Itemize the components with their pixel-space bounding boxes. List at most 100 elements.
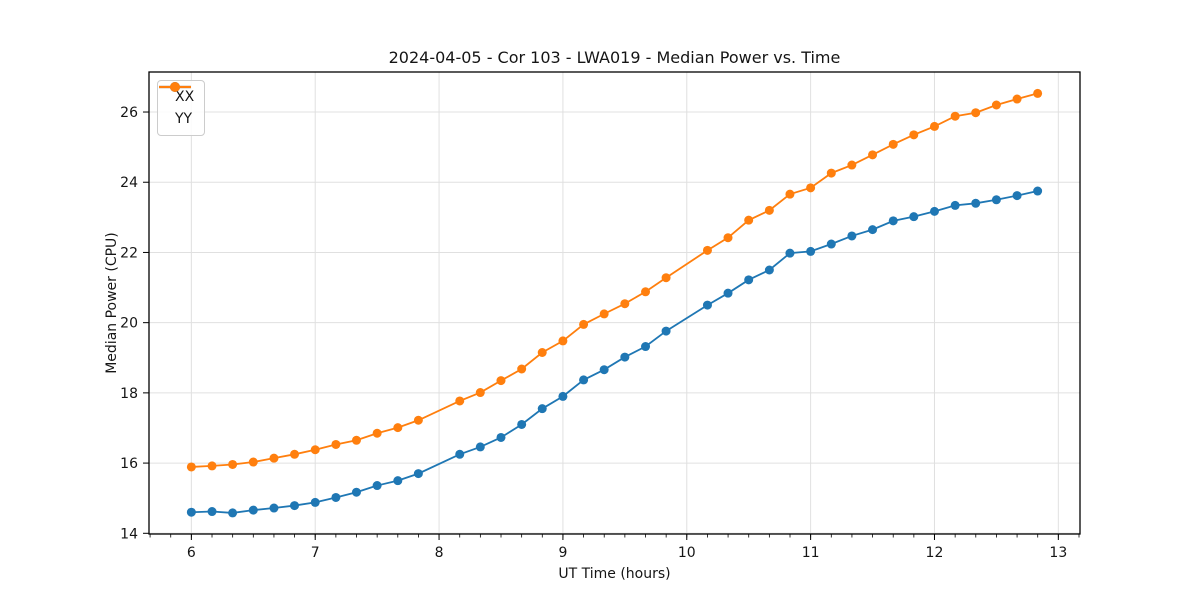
- series-yy-point: [723, 233, 733, 243]
- series-xx-point: [991, 195, 1001, 205]
- series-xx-point: [847, 231, 857, 241]
- series-yy-point: [764, 205, 774, 215]
- series-xx-point: [558, 391, 568, 401]
- series-xx-point: [702, 300, 712, 310]
- series-xx-point: [971, 198, 981, 208]
- series-yy-point: [847, 160, 857, 170]
- series-yy-point: [207, 461, 217, 471]
- series-yy-point: [929, 121, 939, 131]
- x-axis-label: UT Time (hours): [558, 566, 671, 582]
- x-tick-label: 11: [802, 545, 820, 561]
- series-xx-point: [641, 342, 651, 352]
- series-yy-point: [888, 139, 898, 149]
- x-tick-label: 12: [926, 545, 944, 561]
- series-xx-point: [537, 404, 547, 414]
- series-yy-point: [991, 100, 1001, 110]
- y-tick-label: 26: [120, 105, 138, 121]
- series-yy-point: [351, 435, 361, 445]
- series-yy-point: [455, 396, 465, 406]
- series-xx-point: [579, 375, 589, 385]
- series-xx-point: [950, 200, 960, 210]
- series-yy-point: [909, 130, 919, 140]
- series-yy-point: [248, 457, 258, 467]
- series-yy-line: [191, 92, 1038, 468]
- series-xx-point: [393, 476, 403, 486]
- series-xx-point: [661, 326, 671, 336]
- y-tick-label: 22: [120, 245, 138, 261]
- series-yy-point: [1033, 88, 1043, 98]
- series-yy-point: [393, 423, 403, 433]
- series-xx-line: [191, 190, 1038, 514]
- x-tick-label: 7: [311, 545, 320, 561]
- legend-item-yy: YY: [159, 82, 194, 130]
- series-xx-point: [929, 206, 939, 216]
- series-xx-point: [248, 505, 258, 515]
- series-yy-point: [310, 445, 320, 455]
- legend-line-marker-yy-icon: [159, 82, 191, 92]
- series-yy-point: [702, 245, 712, 255]
- series-yy-point: [475, 388, 485, 398]
- series-yy-point: [558, 336, 568, 346]
- y-tick-label: 24: [120, 175, 138, 191]
- series-yy-point: [785, 189, 795, 199]
- series-yy-point: [331, 439, 341, 449]
- y-tick-label: 14: [120, 526, 138, 542]
- series-xx-point: [909, 212, 919, 222]
- series-xx-point: [413, 469, 423, 479]
- x-tick-label: 8: [435, 545, 444, 561]
- series-yy-point: [413, 415, 423, 425]
- series-xx-point: [372, 481, 382, 491]
- series-yy-point: [641, 287, 651, 297]
- series-yy: [186, 88, 1043, 472]
- series-xx-point: [351, 487, 361, 497]
- series-xx-point: [207, 507, 217, 517]
- series-xx-point: [496, 432, 506, 442]
- series-xx-point: [826, 239, 836, 249]
- series-yy-point: [537, 348, 547, 357]
- series-xx-point: [1012, 191, 1022, 201]
- series-yy-point: [620, 299, 630, 309]
- series-yy-point: [579, 319, 589, 329]
- series-xx-point: [806, 246, 816, 256]
- chart-title: 2024-04-05 - Cor 103 - LWA019 - Median P…: [388, 48, 841, 67]
- series-xx-point: [331, 492, 341, 502]
- x-tick-label: 9: [558, 545, 567, 561]
- x-tick-label: 10: [678, 545, 696, 561]
- legend-label-xx: XX: [175, 89, 195, 105]
- series-yy-point: [1012, 94, 1022, 104]
- series-yy-point: [971, 108, 981, 118]
- series-xx-point: [888, 216, 898, 226]
- series-yy-point: [290, 449, 300, 459]
- axis-tick-labels: 6 7 8 9 10 11 12 13 14 16 18 20 22 24 26: [120, 105, 1067, 561]
- series-yy-point: [599, 309, 609, 319]
- series-xx-point: [310, 497, 320, 507]
- series-xx-point: [269, 503, 279, 513]
- series-xx-point: [785, 248, 795, 258]
- series-yy-point: [496, 376, 506, 386]
- series-yy-point: [517, 364, 527, 374]
- series-xx-point: [620, 352, 630, 362]
- series-yy-point: [269, 453, 279, 463]
- series-xx-point: [475, 442, 485, 452]
- y-tick-label: 20: [120, 316, 138, 332]
- series-xx-point: [186, 507, 196, 517]
- series-xx-point: [764, 265, 774, 275]
- axes-frame: [148, 71, 1081, 535]
- y-tick-label: 16: [120, 456, 138, 472]
- series-yy-point: [806, 183, 816, 193]
- series-xx-point: [228, 508, 238, 518]
- series-yy-point: [661, 273, 671, 283]
- series-xx-point: [868, 225, 878, 235]
- series-xx-point: [599, 365, 609, 375]
- y-axis-label: Median Power (CPU): [104, 232, 120, 374]
- legend-label-yy: YY: [175, 111, 193, 127]
- series-yy-point: [186, 462, 196, 472]
- series-yy-point: [744, 215, 754, 225]
- series-yy-point: [826, 168, 836, 178]
- legend: XX YY: [157, 80, 206, 136]
- series-xx-point: [290, 501, 300, 511]
- grid-lines: [149, 72, 1080, 534]
- series-xx-point: [1033, 186, 1043, 196]
